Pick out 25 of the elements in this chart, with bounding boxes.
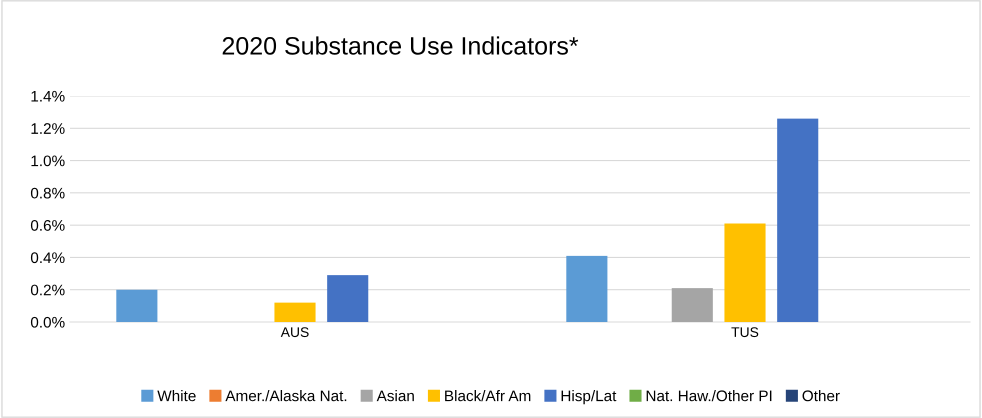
bar (566, 256, 608, 322)
bar (116, 290, 158, 322)
legend-label: Hisp/Lat (562, 390, 616, 404)
y-tick-label: 0.0% (30, 316, 65, 328)
bar (724, 224, 766, 322)
bar (274, 302, 316, 322)
x-tick-label: AUS (280, 327, 309, 338)
legend-label: Other (802, 390, 840, 402)
bar (327, 275, 368, 322)
y-tick-label: 0.6% (30, 220, 65, 231)
legend-label: White (157, 390, 196, 402)
legend-label: Amer./Alaska Nat. (225, 390, 346, 402)
y-tick-label: 0.8% (30, 188, 65, 199)
legend-label: Asian (376, 390, 414, 402)
y-tick-label: 1.2% (31, 123, 65, 134)
y-tick-label: 1.0% (31, 155, 65, 166)
bar (672, 288, 713, 322)
y-tick-label: 0.2% (30, 284, 65, 296)
x-tick-label: TUS (731, 327, 758, 338)
bar (777, 118, 818, 322)
y-tick-label: 1.4% (31, 90, 65, 102)
chart-title: 2020 Substance Use Indicators* (222, 36, 578, 55)
legend-label: Black/Afr Am (445, 390, 530, 402)
legend-label: Nat. Haw./Other PI (646, 390, 772, 402)
y-tick-label: 0.4% (30, 252, 65, 264)
